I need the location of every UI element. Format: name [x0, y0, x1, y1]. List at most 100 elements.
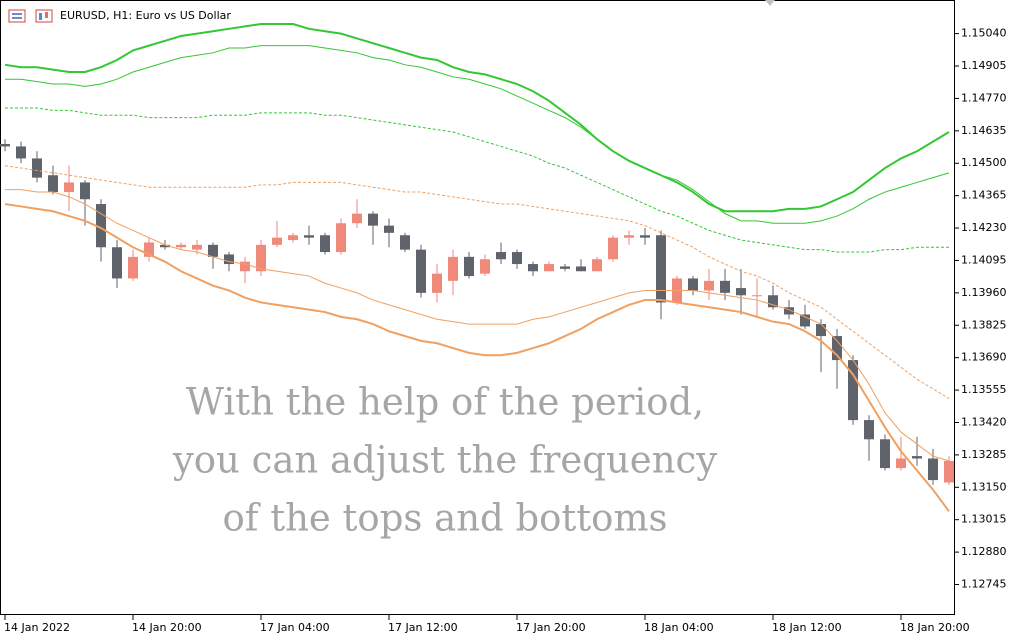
candle-body: [528, 264, 538, 272]
y-tick-label: 1.14635: [961, 124, 1007, 137]
candle-body: [432, 273, 442, 293]
band-line: [5, 189, 950, 462]
candle-body: [864, 420, 874, 440]
candle-body: [480, 259, 490, 274]
candle-body: [576, 266, 586, 272]
candle-body: [704, 280, 714, 291]
candle-body: [608, 237, 618, 260]
candle-body: [64, 182, 74, 193]
band-line: [5, 107, 949, 253]
candle-body: [144, 242, 154, 257]
candle-body: [784, 307, 794, 315]
y-tick-label: 1.14230: [961, 221, 1007, 234]
y-tick-label: 1.13690: [961, 351, 1007, 364]
x-tick-label: 18 Jan 04:00: [644, 621, 714, 634]
candle-body: [16, 146, 26, 159]
candle-body: [80, 182, 90, 200]
candle-body: [48, 175, 58, 193]
candle-body: [896, 458, 906, 469]
candle-body: [368, 213, 378, 226]
x-tick-label: 14 Jan 20:00: [132, 621, 202, 634]
annotation: With the help of the period, you can adju…: [172, 381, 717, 540]
candle-body: [720, 280, 730, 293]
band-line: [4, 165, 950, 399]
y-tick-label: 1.14770: [961, 91, 1007, 104]
y-tick-label: 1.13015: [961, 513, 1007, 526]
candle-body: [160, 244, 170, 248]
candle-body: [448, 256, 458, 281]
candle-body: [0, 144, 10, 147]
candle-body: [736, 288, 746, 296]
annotation-line: you can adjust the frequency: [172, 439, 717, 482]
x-tick-label: 18 Jan 12:00: [772, 621, 842, 634]
candle-body: [272, 237, 282, 245]
y-tick-label: 1.12880: [961, 545, 1007, 558]
x-tick-label: 17 Jan 20:00: [516, 621, 586, 634]
band-line: [4, 203, 950, 512]
y-tick-label: 1.13150: [961, 480, 1007, 493]
candle-body: [96, 204, 106, 248]
candle-body: [400, 235, 410, 250]
candle-body: [320, 235, 330, 253]
candle-body: [256, 244, 266, 272]
candle-body: [880, 439, 890, 469]
band-line: [5, 45, 950, 224]
candle-body: [464, 256, 474, 277]
y-tick-label: 1.13285: [961, 448, 1007, 461]
candle-body: [304, 235, 314, 238]
candle-body: [192, 244, 202, 250]
candle-body: [656, 235, 666, 303]
candle-body: [688, 278, 698, 291]
x-tick-label: 17 Jan 04:00: [260, 621, 330, 634]
candle-body: [112, 247, 122, 279]
candle-body: [384, 225, 394, 233]
candle-body: [768, 295, 778, 308]
annotation-line: With the help of the period,: [186, 381, 704, 424]
y-tick-label: 1.14365: [961, 189, 1007, 202]
y-tick-label: 1.15040: [961, 27, 1007, 40]
y-tick-label: 1.13960: [961, 286, 1007, 299]
candle-body: [128, 256, 138, 279]
y-tick-label: 1.13555: [961, 383, 1007, 396]
candle-body: [208, 244, 218, 257]
candle-body: [624, 235, 634, 238]
candle-body: [224, 254, 234, 265]
y-tick-label: 1.13825: [961, 318, 1007, 331]
candle-body: [800, 314, 810, 327]
candle-body: [640, 235, 650, 238]
annotation-line: of the tops and bottoms: [222, 497, 667, 540]
x-tick-label: 14 Jan 2022: [4, 621, 70, 634]
y-tick-label: 1.13420: [961, 415, 1007, 428]
y-tick-label: 1.12745: [961, 578, 1007, 591]
bands: [4, 23, 950, 512]
candle-body: [848, 360, 858, 421]
candle-body: [816, 324, 826, 337]
candle-body: [176, 244, 186, 248]
candle-body: [560, 266, 570, 269]
candle-body: [416, 249, 426, 293]
candle-body: [928, 458, 938, 481]
shift-marker: [765, 0, 775, 6]
candle-body: [288, 235, 298, 241]
candle-body: [336, 223, 346, 253]
candle-body: [496, 252, 506, 260]
y-tick-label: 1.14500: [961, 156, 1007, 169]
y-tick-label: 1.14095: [961, 253, 1007, 266]
band-line: [4, 23, 950, 213]
candle-body: [544, 264, 554, 272]
candles: [0, 139, 954, 485]
y-tick-label: 1.14905: [961, 59, 1007, 72]
plot-frame: [0, 0, 955, 615]
x-tick-label: 17 Jan 12:00: [388, 621, 458, 634]
candle-body: [240, 261, 250, 272]
candle-body: [944, 460, 954, 483]
header-icons: [8, 9, 53, 23]
chart-title: EURUSD, H1: Euro vs US Dollar: [60, 9, 231, 22]
candle-body: [832, 336, 842, 361]
candle-body: [512, 252, 522, 265]
candle-body: [912, 456, 922, 459]
candle-body: [352, 213, 362, 224]
x-tick-label: 18 Jan 20:00: [900, 621, 970, 634]
